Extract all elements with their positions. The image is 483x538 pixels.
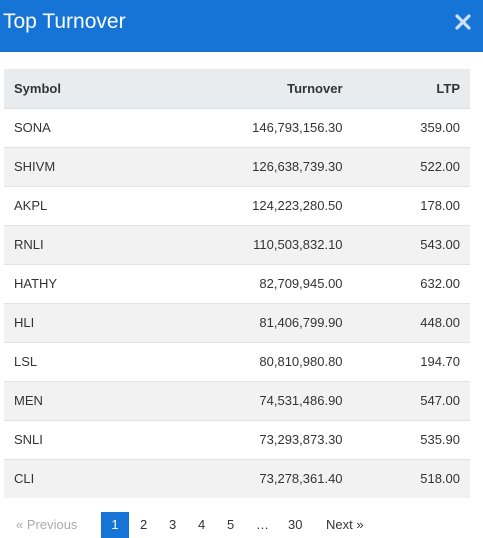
table-row: HATHY 82,709,945.00 632.00: [4, 263, 470, 303]
cell-symbol[interactable]: AKPL: [4, 185, 136, 225]
pagination-page-4[interactable]: 4: [198, 517, 206, 532]
cell-ltp: 448.00: [352, 302, 470, 342]
modal-header: Top Turnover: [0, 0, 483, 52]
pagination-page-5[interactable]: 5: [227, 517, 235, 532]
column-header-symbol[interactable]: Symbol: [4, 69, 136, 109]
cell-symbol[interactable]: HLI: [4, 302, 136, 342]
modal-title: Top Turnover: [3, 10, 126, 33]
pagination-page-1[interactable]: 1: [101, 512, 129, 538]
pagination-previous[interactable]: « Previous: [16, 517, 78, 532]
cell-turnover: 82,709,945.00: [135, 263, 353, 303]
cell-turnover: 80,810,980.80: [135, 341, 353, 381]
cell-turnover: 81,406,799.90: [135, 302, 353, 342]
close-button[interactable]: [454, 13, 472, 31]
table-row: SHIVM 126,638,739.30 522.00: [4, 146, 470, 186]
cell-ltp: 194.70: [352, 341, 470, 381]
cell-turnover: 73,278,361.40: [135, 458, 353, 498]
pagination-page-3[interactable]: 3: [169, 517, 177, 532]
cell-symbol[interactable]: LSL: [4, 341, 136, 381]
cell-turnover: 74,531,486.90: [135, 380, 353, 420]
cell-turnover: 146,793,156.30: [135, 107, 353, 147]
pagination-page-2[interactable]: 2: [140, 517, 148, 532]
turnover-table: Symbol Turnover LTP SONA 146,793,156.30 …: [4, 69, 470, 498]
cell-symbol[interactable]: CLI: [4, 458, 136, 498]
cell-ltp: 518.00: [352, 458, 470, 498]
cell-symbol[interactable]: RNLI: [4, 224, 136, 264]
cell-ltp: 522.00: [352, 146, 470, 186]
cell-turnover: 126,638,739.30: [135, 146, 353, 186]
table-row: SONA 146,793,156.30 359.00: [4, 107, 470, 147]
pagination-page-30[interactable]: 30: [288, 517, 303, 532]
close-icon: [455, 14, 471, 30]
cell-ltp: 632.00: [352, 263, 470, 303]
cell-symbol[interactable]: SHIVM: [4, 146, 136, 186]
table-row: CLI 73,278,361.40 518.00: [4, 458, 470, 498]
cell-symbol[interactable]: HATHY: [4, 263, 136, 303]
table-row: MEN 74,531,486.90 547.00: [4, 380, 470, 420]
table-row: AKPL 124,223,280.50 178.00: [4, 185, 470, 225]
pagination: « Previous 1 2 3 4 5 … 30 Next »: [0, 512, 483, 538]
cell-ltp: 359.00: [352, 107, 470, 147]
table-row: HLI 81,406,799.90 448.00: [4, 302, 470, 342]
cell-ltp: 543.00: [352, 224, 470, 264]
table-header-row: Symbol Turnover LTP: [4, 69, 470, 109]
cell-symbol[interactable]: MEN: [4, 380, 136, 420]
cell-ltp: 547.00: [352, 380, 470, 420]
pagination-ellipsis: …: [256, 517, 269, 532]
cell-ltp: 535.90: [352, 419, 470, 459]
pagination-next[interactable]: Next »: [326, 517, 364, 532]
cell-symbol[interactable]: SONA: [4, 107, 136, 147]
cell-turnover: 110,503,832.10: [135, 224, 353, 264]
table-row: SNLI 73,293,873.30 535.90: [4, 419, 470, 459]
table-row: LSL 80,810,980.80 194.70: [4, 341, 470, 381]
table-row: RNLI 110,503,832.10 543.00: [4, 224, 470, 264]
cell-ltp: 178.00: [352, 185, 470, 225]
column-header-turnover[interactable]: Turnover: [135, 69, 353, 109]
cell-turnover: 73,293,873.30: [135, 419, 353, 459]
cell-turnover: 124,223,280.50: [135, 185, 353, 225]
cell-symbol[interactable]: SNLI: [4, 419, 136, 459]
column-header-ltp[interactable]: LTP: [352, 69, 470, 109]
